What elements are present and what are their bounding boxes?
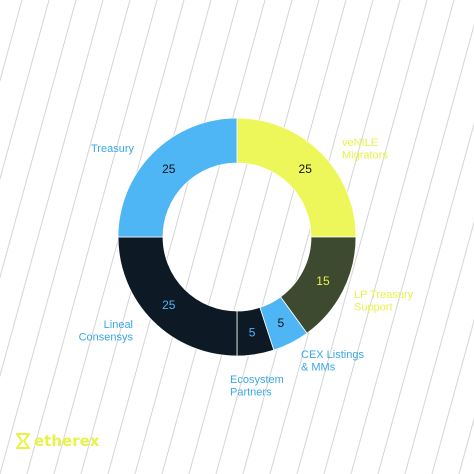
slice-value-label: 5: [277, 316, 284, 330]
stripe-line: [242, 0, 374, 474]
stripe-line: [0, 0, 104, 378]
slice-labels-group: veNILE Migrators LP Treasury Support CEX Lis…: [79, 137, 414, 399]
slice-value-label: 5: [249, 325, 256, 339]
brand-name: etherex: [34, 432, 100, 450]
stripe-line: [431, 318, 474, 474]
slice-category-label: CEX Listings & MMs: [301, 349, 364, 374]
slice-category-label: veNILE Migrators: [342, 137, 388, 162]
stripe-line: [161, 0, 293, 474]
stripe-line: [350, 23, 474, 474]
stripe-line: [377, 122, 474, 474]
brand: etherex: [16, 432, 99, 450]
stripe-line: [188, 0, 320, 474]
slice-category-label: LP Treasury Support: [354, 289, 414, 314]
slice-value-label: 25: [299, 162, 313, 176]
stripe-line: [0, 0, 131, 474]
slices-group: [117, 117, 357, 357]
stripe-line: [107, 0, 239, 474]
stripe-line: [323, 0, 455, 474]
stripe-line: [215, 0, 347, 474]
donut-slice: [236, 117, 357, 238]
stripe-line: [404, 220, 474, 474]
stripe-line: [0, 0, 77, 279]
slice-value-label: 25: [162, 298, 176, 312]
stripe-line: [0, 0, 23, 83]
value-labels-group: 25 15 5 5 25 25: [162, 162, 330, 340]
slice-category-label: Ecosystem Partners: [230, 374, 284, 399]
stripe-line: [26, 0, 158, 474]
slice-category-label: Lineal Consensys: [79, 319, 134, 344]
slice-value-label: 15: [316, 274, 330, 288]
donut-slice: [117, 236, 238, 357]
stripe-line: [296, 0, 428, 474]
stripe-line: [0, 0, 50, 181]
donut-slice: [117, 117, 238, 238]
stripe-line: [134, 0, 266, 474]
etherex-logo-icon: [16, 433, 30, 449]
slice-value-label: 25: [162, 162, 176, 176]
slice-category-label: Treasury: [91, 143, 134, 155]
